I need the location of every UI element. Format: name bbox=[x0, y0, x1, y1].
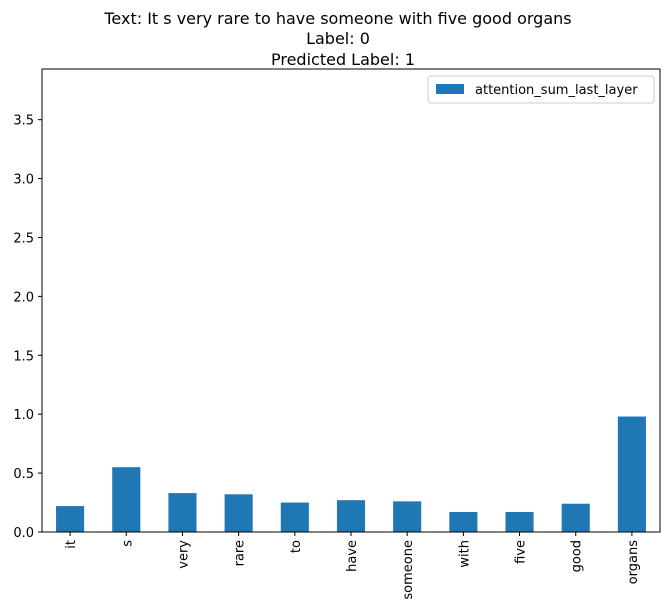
legend-box bbox=[427, 75, 655, 104]
bar-have bbox=[336, 500, 366, 532]
x-tick-label: organs bbox=[626, 540, 641, 585]
bar-organs bbox=[617, 416, 646, 532]
chart-title: Text: It s very rare to have someone wit… bbox=[103, 9, 571, 69]
x-axis: it s very rare to have someone with five good orga… bbox=[64, 532, 641, 600]
x-tick-label: rare bbox=[233, 540, 248, 566]
y-tick-label: 2.0 bbox=[13, 290, 34, 305]
bar-s bbox=[112, 467, 141, 532]
bar-someone bbox=[393, 501, 422, 532]
title-line-1: Text: It s very rare to have someone wit… bbox=[103, 9, 571, 28]
bar-very bbox=[168, 493, 197, 532]
plot-frame bbox=[41, 68, 661, 533]
title-line-3: Predicted Label: 1 bbox=[271, 50, 415, 69]
title-line-2: Label: 0 bbox=[306, 29, 370, 48]
bar-rare bbox=[224, 494, 253, 532]
y-tick-label: 2.5 bbox=[13, 231, 34, 246]
y-tick-label: 3.0 bbox=[13, 173, 34, 188]
x-tick-label: good bbox=[570, 540, 585, 572]
y-tick-label: 1.5 bbox=[13, 349, 34, 364]
x-tick-label: to bbox=[289, 540, 304, 553]
y-tick-label: 0.0 bbox=[13, 526, 34, 541]
y-axis: 0.0 0.5 1.0 1.5 2.0 2.5 3.0 3.5 bbox=[13, 114, 42, 541]
bar-five bbox=[505, 511, 534, 532]
legend: attention_sum_last_layer bbox=[427, 75, 655, 104]
bar-to bbox=[280, 502, 309, 532]
x-tick-label: five bbox=[514, 540, 529, 564]
bar-good bbox=[561, 503, 590, 532]
y-tick-label: 3.5 bbox=[13, 114, 34, 129]
legend-swatch bbox=[436, 84, 464, 94]
x-tick-label: s bbox=[120, 540, 135, 547]
x-tick-label: with bbox=[457, 540, 472, 568]
x-tick-label: have bbox=[345, 540, 360, 572]
y-tick-label: 1.0 bbox=[13, 408, 34, 423]
x-tick-label: it bbox=[64, 540, 79, 549]
bar-it bbox=[56, 506, 85, 532]
bars-group bbox=[56, 416, 646, 532]
legend-label: attention_sum_last_layer bbox=[475, 83, 638, 98]
y-tick-label: 0.5 bbox=[13, 467, 34, 482]
x-tick-label: someone bbox=[401, 540, 416, 600]
x-tick-label: very bbox=[176, 540, 191, 569]
bar-with bbox=[449, 511, 478, 532]
